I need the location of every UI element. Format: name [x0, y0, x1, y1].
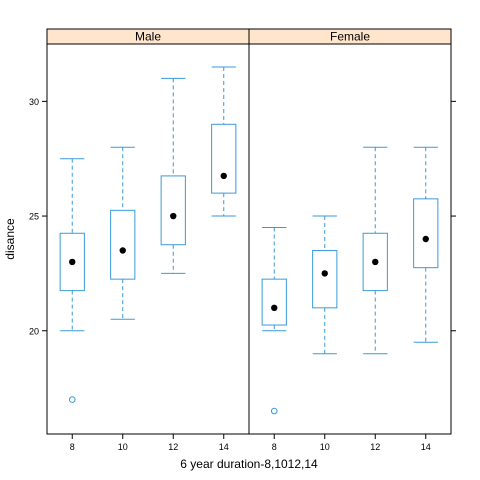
box-female-10	[312, 215, 338, 355]
y-axis-label: disance	[3, 218, 17, 260]
median-dot	[321, 270, 328, 277]
panel-female: Female	[248, 28, 452, 435]
iqr-box	[59, 232, 85, 292]
x-tick-label: 10	[118, 442, 128, 452]
x-tick-label: 8	[272, 442, 277, 452]
box-male-8	[59, 158, 85, 403]
y-tick-label: 25	[29, 212, 39, 222]
iqr-box	[211, 123, 237, 194]
x-tick-label: 12	[370, 442, 380, 452]
iqr-box	[413, 198, 439, 269]
median-dot	[119, 247, 126, 254]
outlier-point	[68, 396, 76, 403]
x-axis-label: 6 year duration-8,1012,14	[180, 457, 318, 471]
box-male-14	[211, 66, 237, 217]
box-male-12	[160, 77, 186, 274]
median-dot	[271, 304, 278, 312]
median-dot	[220, 172, 227, 180]
iqr-box	[261, 278, 287, 326]
x-axis: 8 10 12 14 8 10 12 14	[70, 434, 431, 452]
y-tick-label: 30	[29, 97, 39, 107]
y-tick-label: 20	[29, 326, 39, 336]
panel-frame	[46, 43, 250, 435]
box-male-10	[110, 146, 136, 320]
median-dot	[372, 258, 379, 266]
median-dot	[170, 212, 177, 220]
x-tick-label: 8	[70, 442, 75, 452]
iqr-box	[160, 175, 186, 246]
iqr-box	[362, 232, 388, 292]
x-tick-label: 10	[320, 442, 330, 452]
x-tick-label: 12	[168, 442, 178, 452]
box-female-12	[362, 146, 388, 355]
strip-label: Male	[135, 30, 161, 44]
x-tick-label: 14	[219, 442, 229, 452]
iqr-box	[110, 209, 136, 280]
median-dot	[422, 235, 429, 243]
median-dot	[69, 258, 76, 266]
iqr-box	[312, 249, 338, 309]
outlier-point	[270, 407, 278, 415]
panel-male: Male	[46, 28, 250, 435]
x-tick-label: 14	[421, 442, 431, 452]
box-female-14	[413, 146, 439, 343]
y-axis: 20 25 30	[29, 97, 456, 336]
strip-label: Female	[330, 30, 370, 44]
box-female-8	[261, 227, 287, 415]
panel-frame	[248, 43, 452, 435]
